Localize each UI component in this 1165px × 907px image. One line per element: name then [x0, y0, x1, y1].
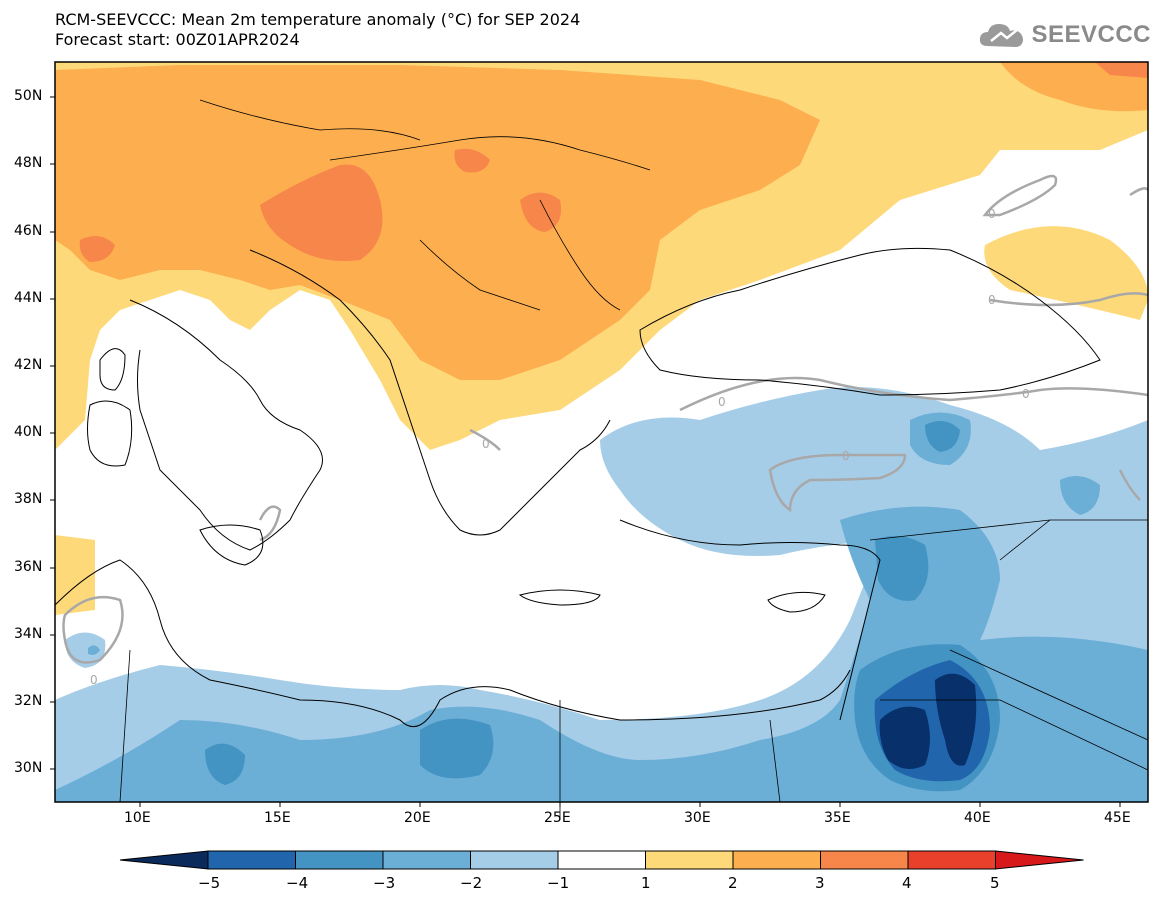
lon-label-35e: 35E [824, 810, 851, 826]
warm-region-3-4-c [79, 236, 115, 262]
lat-label-48n: 48N [14, 155, 43, 171]
colorbar-label: 4 [902, 874, 912, 892]
warm-region-3-4-d [454, 148, 490, 173]
warm-region-3-4-b [520, 192, 561, 232]
cold-region-3-4-a [875, 536, 929, 601]
cold-region-3-4-e [925, 421, 960, 452]
map-title: RCM-SEEVCCC: Mean 2m temperature anomaly… [55, 10, 580, 50]
colorbar-label: −1 [547, 874, 570, 892]
colorbar-label: −5 [198, 874, 221, 892]
lat-label-36n: 36N [14, 559, 43, 575]
contour-label: 0 [1022, 387, 1030, 401]
cold-region-dot [88, 645, 100, 655]
contour-label: 0 [482, 437, 490, 451]
colorbar-label: 5 [990, 874, 1000, 892]
cold-region-2-3-iran [1060, 476, 1100, 515]
warm-region-3-4-e [1095, 62, 1148, 78]
lon-label-40e: 40E [964, 810, 991, 826]
colorbar-label: 1 [641, 874, 651, 892]
lon-label-25e: 25E [544, 810, 571, 826]
contour-label: 0 [988, 293, 996, 307]
colorbar-label: −3 [373, 874, 396, 892]
cold-region-3-4-d [205, 743, 245, 785]
zero-contours [62, 174, 1148, 664]
lon-ticks [139, 802, 1121, 807]
lon-label-45e: 45E [1104, 810, 1131, 826]
lon-label-20e: 20E [404, 810, 431, 826]
cold-region-3-4-c [420, 718, 494, 779]
lat-label-44n: 44N [14, 290, 43, 306]
seevccc-logo: SEEVCCC [977, 20, 1151, 50]
colorbar-label: 2 [728, 874, 738, 892]
cold-region-below-5-a [879, 706, 930, 769]
lat-label-50n: 50N [14, 88, 43, 104]
colorbar-label: −4 [286, 874, 309, 892]
cold-region-anatolia-west [740, 405, 780, 425]
lat-label-38n: 38N [14, 491, 43, 507]
lon-label-30e: 30E [684, 810, 711, 826]
colorbar-label: 3 [815, 874, 825, 892]
lat-label-42n: 42N [14, 357, 43, 373]
lat-label-46n: 46N [14, 223, 43, 239]
cold-region-below-5-b [935, 673, 977, 766]
lat-label-40n: 40N [14, 424, 43, 440]
warm-region-west-africa [55, 535, 95, 615]
contour-label: 0 [988, 207, 996, 221]
contour-label: 0 [718, 395, 726, 409]
coastlines [54, 99, 1149, 820]
contour-label: 0 [90, 673, 98, 687]
contour-labels: 0 0 0 0 0 0 0 [90, 207, 1030, 687]
warm-region-3-4-a [260, 164, 383, 261]
logo-text: SEEVCCC [1031, 21, 1151, 48]
title-line-1: RCM-SEEVCCC: Mean 2m temperature anomaly… [55, 10, 581, 29]
anomaly-field [55, 62, 1148, 802]
plot-frame [54, 61, 1149, 803]
lon-label-10e: 10E [124, 810, 151, 826]
lon-label-15e: 15E [264, 810, 291, 826]
title-line-2: Forecast start: 00Z01APR2024 [55, 30, 300, 49]
colorbar-label: −2 [460, 874, 483, 892]
lat-label-30n: 30N [14, 760, 43, 776]
lat-label-32n: 32N [14, 693, 43, 709]
lat-ticks [50, 96, 55, 770]
warm-region-2-3 [55, 65, 820, 380]
contour-label: 0 [842, 449, 850, 463]
cloud-icon [980, 24, 1024, 47]
lat-label-34n: 34N [14, 626, 43, 642]
